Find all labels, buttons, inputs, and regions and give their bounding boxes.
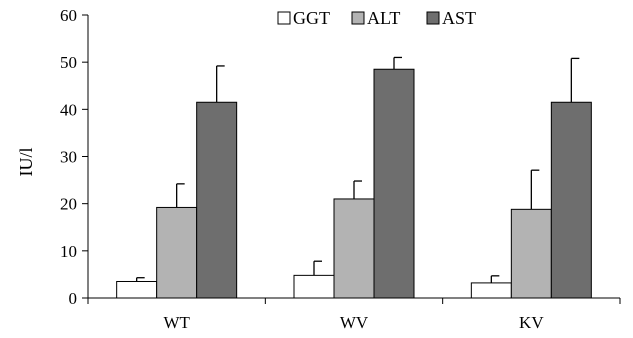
bar-ast-kv [550,101,592,299]
legend-label-ast: AST [442,8,476,28]
y-axis: 0 10 20 30 40 50 60 [60,6,89,308]
y-tick-label: 40 [60,100,77,119]
bar-alt-wt [156,206,198,299]
legend-swatch-ggt [277,11,291,25]
legend-label-alt: ALT [367,8,400,28]
y-tick-label: 10 [60,242,77,261]
legend-swatch-ast [426,11,440,25]
y-tick-label: 30 [60,148,77,167]
bar-ast-wt [196,101,238,299]
x-category-label: KV [519,313,544,332]
y-tick-label: 50 [60,53,77,72]
y-tick-label: 0 [69,289,78,308]
legend: GGT ALT AST [277,8,476,28]
x-category-label: WT [163,313,190,332]
legend-swatch-alt [351,11,365,25]
y-tick-label: 60 [60,6,77,25]
bar-ggt-wt [116,280,158,299]
bar-alt-kv [510,208,552,299]
bar-ast-wv [373,68,415,299]
x-axis: WT WV KV [87,297,621,332]
bars-layer [116,56,592,299]
bar-ggt-wv [293,274,335,299]
y-tick-label: 20 [60,195,77,214]
legend-label-ggt: GGT [293,8,330,28]
y-axis-title: IU/l [16,148,36,177]
x-category-label: WV [340,313,369,332]
bar-ggt-kv [470,282,512,299]
bar-alt-wv [333,198,375,299]
